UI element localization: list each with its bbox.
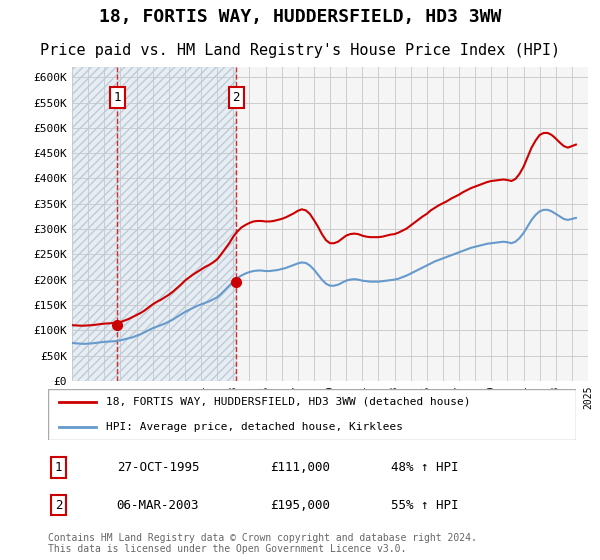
Text: 48% ↑ HPI: 48% ↑ HPI [391, 461, 459, 474]
Text: £111,000: £111,000 [270, 461, 330, 474]
Bar [72, 67, 118, 381]
Text: 2: 2 [55, 498, 62, 512]
Text: HPI: Average price, detached house, Kirklees: HPI: Average price, detached house, Kirk… [106, 422, 403, 432]
Text: Price paid vs. HM Land Registry's House Price Index (HPI): Price paid vs. HM Land Registry's House … [40, 43, 560, 58]
Text: 1: 1 [55, 461, 62, 474]
Text: 18, FORTIS WAY, HUDDERSFIELD, HD3 3WW (detached house): 18, FORTIS WAY, HUDDERSFIELD, HD3 3WW (d… [106, 397, 470, 407]
Text: Contains HM Land Registry data © Crown copyright and database right 2024.
This d: Contains HM Land Registry data © Crown c… [48, 533, 477, 554]
Bar [118, 67, 236, 381]
Text: 55% ↑ HPI: 55% ↑ HPI [391, 498, 459, 512]
Bar [72, 67, 118, 381]
Text: £195,000: £195,000 [270, 498, 330, 512]
Bar [118, 67, 236, 381]
Text: 06-MAR-2003: 06-MAR-2003 [116, 498, 199, 512]
Text: 27-OCT-1995: 27-OCT-1995 [116, 461, 199, 474]
FancyBboxPatch shape [48, 389, 576, 440]
Text: 18, FORTIS WAY, HUDDERSFIELD, HD3 3WW: 18, FORTIS WAY, HUDDERSFIELD, HD3 3WW [99, 8, 501, 26]
Text: 1: 1 [114, 91, 121, 104]
Text: 2: 2 [232, 91, 240, 104]
